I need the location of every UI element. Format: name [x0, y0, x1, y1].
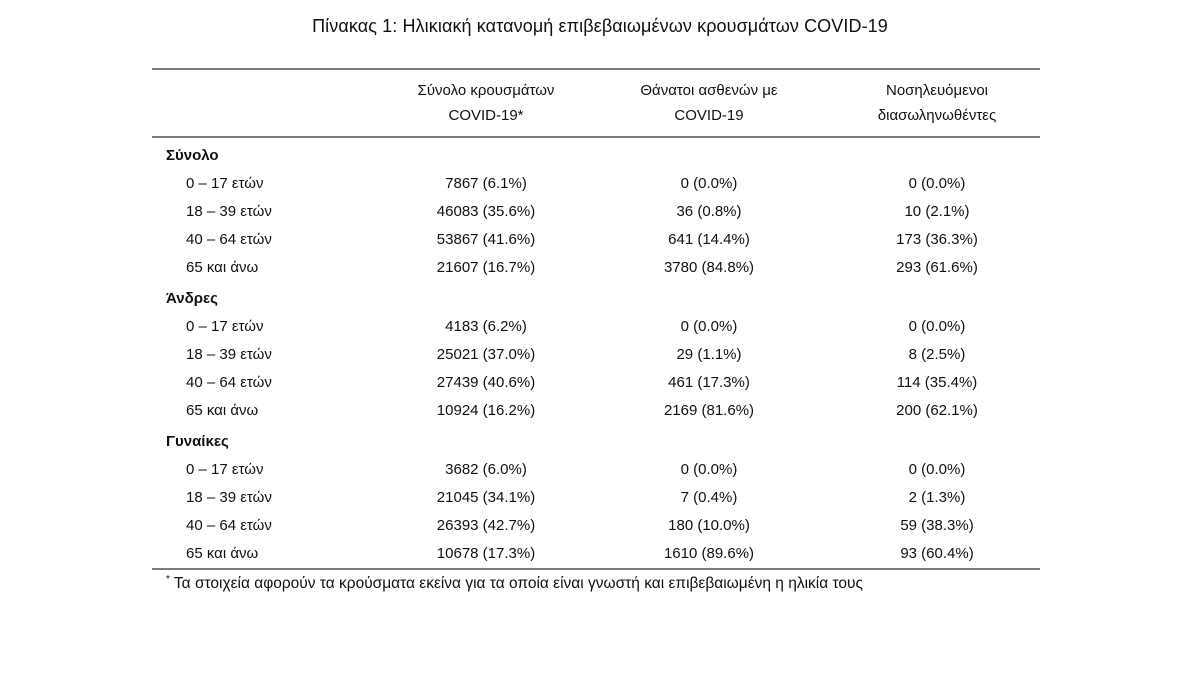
deaths-cell: 461 (17.3%)	[668, 374, 750, 391]
table-row: 40 – 64 ετών 27439 (40.6%) 461 (17.3%) 1…	[152, 369, 1040, 397]
table-row: 40 – 64 ετών 53867 (41.6%) 641 (14.4%) 1…	[152, 226, 1040, 254]
age-cell: 65 και άνω	[186, 259, 259, 276]
table-header: Σύνολο κρουσμάτων COVID-19* Θάνατοι ασθε…	[152, 70, 1040, 136]
cases-cell: 26393 (42.7%)	[436, 517, 536, 534]
deaths-cell: 180 (10.0%)	[668, 517, 750, 534]
table-row: 0 – 17 ετών 4183 (6.2%) 0 (0.0%) 0 (0.0%…	[152, 313, 1040, 341]
deaths-cell: 0 (0.0%)	[680, 318, 738, 335]
intubated-cell: 173 (36.3%)	[896, 231, 978, 248]
intubated-cell: 59 (38.3%)	[900, 517, 974, 534]
footnote: * Τα στοιχεία αφορούν τα κρούσματα εκείνα…	[166, 574, 863, 593]
group-total: Σύνολο 0 – 17 ετών 7867 (6.1%) 0 (0.0%) …	[152, 142, 1040, 282]
table-row: 65 και άνω 21607 (16.7%) 3780 (84.8%) 29…	[152, 254, 1040, 282]
footnote-marker: *	[166, 574, 170, 585]
age-cell: 65 και άνω	[186, 402, 259, 419]
intubated-cell: 93 (60.4%)	[900, 545, 974, 562]
intubated-cell: 114 (35.4%)	[896, 374, 978, 391]
cases-cell: 10678 (17.3%)	[436, 545, 536, 562]
footnote-text: Τα στοιχεία αφορούν τα κρούσματα εκείνα …	[173, 575, 863, 592]
table-row: 18 – 39 ετών 46083 (35.6%) 36 (0.8%) 10 …	[152, 198, 1040, 226]
group-women: Γυναίκες 0 – 17 ετών 3682 (6.0%) 0 (0.0%…	[152, 428, 1040, 568]
age-cell: 0 – 17 ετών	[186, 175, 264, 192]
header-total-cases: Σύνολο κρουσμάτων COVID-19*	[417, 82, 555, 124]
table-row: 18 – 39 ετών 21045 (34.1%) 7 (0.4%) 2 (1…	[152, 484, 1040, 512]
header-deaths: Θάνατοι ασθενών με COVID-19	[640, 82, 778, 124]
cases-cell: 3682 (6.0%)	[445, 461, 527, 478]
cases-cell: 21607 (16.7%)	[436, 259, 536, 276]
cases-cell: 25021 (37.0%)	[436, 346, 536, 363]
cases-cell: 53867 (41.6%)	[436, 231, 536, 248]
deaths-cell: 3780 (84.8%)	[663, 259, 755, 276]
table-row: 0 – 17 ετών 7867 (6.1%) 0 (0.0%) 0 (0.0%…	[152, 170, 1040, 198]
cases-cell: 10924 (16.2%)	[436, 402, 536, 419]
deaths-cell: 0 (0.0%)	[680, 175, 738, 192]
deaths-cell: 29 (1.1%)	[676, 346, 742, 363]
intubated-cell: 0 (0.0%)	[908, 318, 966, 335]
age-cell: 0 – 17 ετών	[186, 461, 264, 478]
table-row: 0 – 17 ετών 3682 (6.0%) 0 (0.0%) 0 (0.0%…	[152, 456, 1040, 484]
intubated-cell: 200 (62.1%)	[896, 402, 978, 419]
cases-cell: 7867 (6.1%)	[445, 175, 527, 192]
deaths-cell: 2169 (81.6%)	[663, 402, 755, 419]
age-cell: 65 και άνω	[186, 545, 259, 562]
age-cell: 18 – 39 ετών	[186, 489, 272, 506]
age-cell: 40 – 64 ετών	[186, 231, 272, 248]
intubated-cell: 8 (2.5%)	[908, 346, 966, 363]
table-title: Πίνακας 1: Ηλικιακή κατανομή επιβεβαιωμέ…	[312, 16, 888, 36]
deaths-cell: 1610 (89.6%)	[663, 545, 755, 562]
age-cell: 40 – 64 ετών	[186, 517, 272, 534]
table-bottom-rule	[152, 568, 1040, 570]
group-label: Γυναίκες	[166, 433, 229, 450]
age-cell: 18 – 39 ετών	[186, 346, 272, 363]
table-row: 65 και άνω 10924 (16.2%) 2169 (81.6%) 20…	[152, 397, 1040, 425]
group-label: Σύνολο	[166, 147, 219, 164]
age-cell: 0 – 17 ετών	[186, 318, 264, 335]
intubated-cell: 0 (0.0%)	[908, 175, 966, 192]
cases-cell: 46083 (35.6%)	[436, 203, 536, 220]
intubated-cell: 0 (0.0%)	[908, 461, 966, 478]
intubated-cell: 10 (2.1%)	[904, 203, 970, 220]
deaths-cell: 0 (0.0%)	[680, 461, 738, 478]
data-table: Σύνολο κρουσμάτων COVID-19* Θάνατοι ασθε…	[152, 68, 1040, 570]
deaths-cell: 7 (0.4%)	[680, 489, 738, 506]
table-top-rule	[152, 68, 1040, 70]
cases-cell: 4183 (6.2%)	[445, 318, 527, 335]
deaths-cell: 641 (14.4%)	[668, 231, 750, 248]
table-header-rule	[152, 136, 1040, 138]
age-cell: 18 – 39 ετών	[186, 203, 272, 220]
cases-cell: 21045 (34.1%)	[436, 489, 536, 506]
intubated-cell: 293 (61.6%)	[896, 259, 978, 276]
group-label: Άνδρες	[166, 290, 218, 307]
table-row: 18 – 39 ετών 25021 (37.0%) 29 (1.1%) 8 (…	[152, 341, 1040, 369]
intubated-cell: 2 (1.3%)	[908, 489, 966, 506]
table-row: 40 – 64 ετών 26393 (42.7%) 180 (10.0%) 5…	[152, 512, 1040, 540]
age-cell: 40 – 64 ετών	[186, 374, 272, 391]
cases-cell: 27439 (40.6%)	[436, 374, 536, 391]
table-row: 65 και άνω 10678 (17.3%) 1610 (89.6%) 93…	[152, 540, 1040, 568]
group-men: Άνδρες 0 – 17 ετών 4183 (6.2%) 0 (0.0%) …	[152, 285, 1040, 425]
deaths-cell: 36 (0.8%)	[676, 203, 742, 220]
header-intubated: Νοσηλευόμενοι διασωληνωθέντες	[877, 82, 997, 124]
